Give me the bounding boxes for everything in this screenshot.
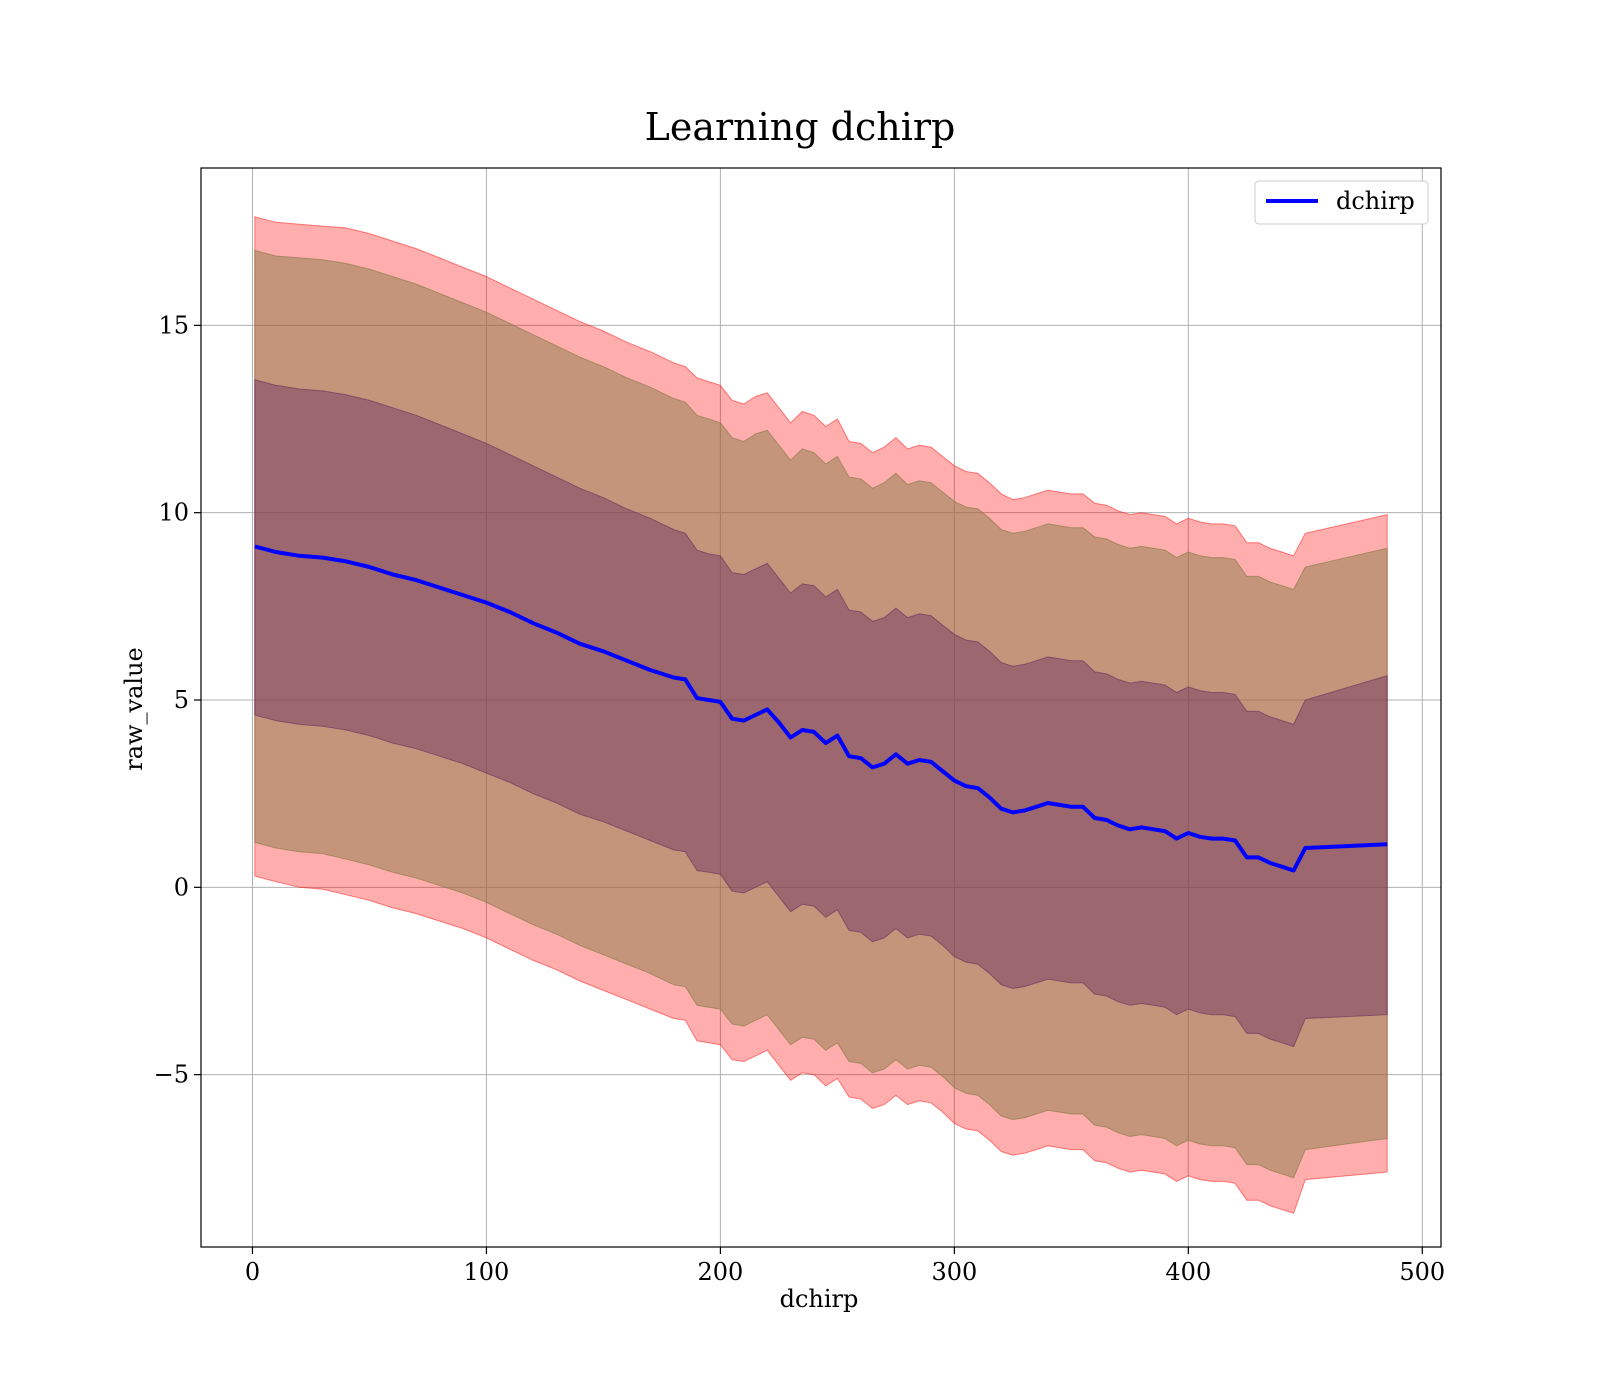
- x-tick-label: 0: [245, 1258, 260, 1286]
- y-tick-label: 10: [158, 499, 189, 527]
- x-tick-label: 500: [1399, 1258, 1445, 1286]
- x-tick-label: 300: [931, 1258, 977, 1286]
- x-tick-label: 400: [1165, 1258, 1211, 1286]
- x-axis-label: dchirp: [780, 1285, 859, 1313]
- x-tick-label: 100: [464, 1258, 510, 1286]
- bands: [254, 216, 1388, 1214]
- band-2: [254, 379, 1388, 1048]
- y-axis-label: raw_value: [120, 647, 148, 771]
- series-line-dchirp: [254, 544, 1388, 873]
- x-tick-label: 200: [697, 1258, 743, 1286]
- chart-title: Learning dchirp: [645, 105, 956, 149]
- y-tick-label: −5: [154, 1061, 189, 1089]
- y-tick-label: 5: [174, 686, 189, 714]
- legend-box: [1254, 180, 1429, 225]
- series: [254, 544, 1388, 873]
- legend-label-dchirp: dchirp: [1336, 187, 1415, 215]
- x-ticks: 0 100 200 300 400 500: [245, 1247, 1445, 1286]
- y-tick-label: 15: [158, 311, 189, 339]
- y-ticks: −5 0 5 10 15: [154, 311, 201, 1089]
- band-1: [254, 249, 1388, 1179]
- plot-frame: [200, 167, 1442, 1248]
- y-tick-label: 0: [174, 873, 189, 901]
- legend: dchirp: [1254, 180, 1429, 225]
